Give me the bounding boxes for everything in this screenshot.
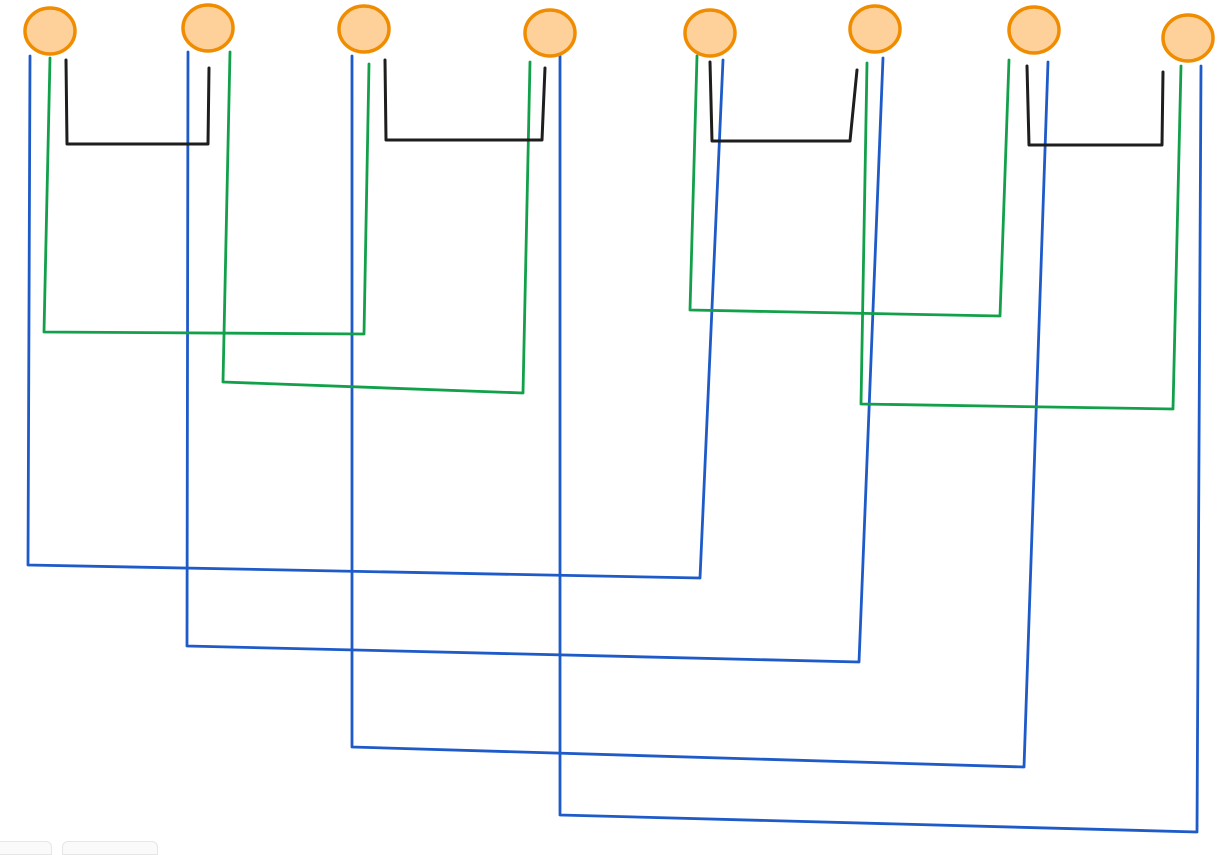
black-connection-1-2	[64, 58, 211, 146]
bottom-tab-2[interactable]	[62, 841, 158, 855]
black-connections	[64, 58, 1165, 147]
node-5[interactable]	[683, 8, 737, 58]
green-connection-1-3	[42, 56, 371, 336]
blue-connections	[26, 50, 1203, 834]
black-connection-5-6	[708, 60, 859, 143]
blue-connection-1-5	[26, 54, 725, 580]
node-1[interactable]	[23, 6, 77, 56]
blue-connection-4-8	[558, 54, 1203, 834]
green-connection-6-8	[859, 61, 1183, 411]
nodes	[23, 3, 1215, 63]
node-4[interactable]	[523, 8, 577, 58]
blue-connection-3-7	[350, 54, 1050, 769]
black-connection-7-8	[1025, 64, 1165, 147]
black-connection-3-4	[383, 58, 547, 142]
green-connection-5-7	[688, 54, 1011, 318]
node-8[interactable]	[1161, 13, 1215, 63]
node-2[interactable]	[181, 3, 235, 53]
node-6[interactable]	[848, 4, 902, 54]
node-3[interactable]	[337, 4, 391, 54]
green-connection-2-4	[221, 50, 532, 395]
bottom-tab-1[interactable]	[0, 841, 52, 855]
node-7[interactable]	[1007, 5, 1061, 55]
green-connections	[42, 50, 1183, 411]
blue-connection-2-6	[185, 50, 885, 664]
